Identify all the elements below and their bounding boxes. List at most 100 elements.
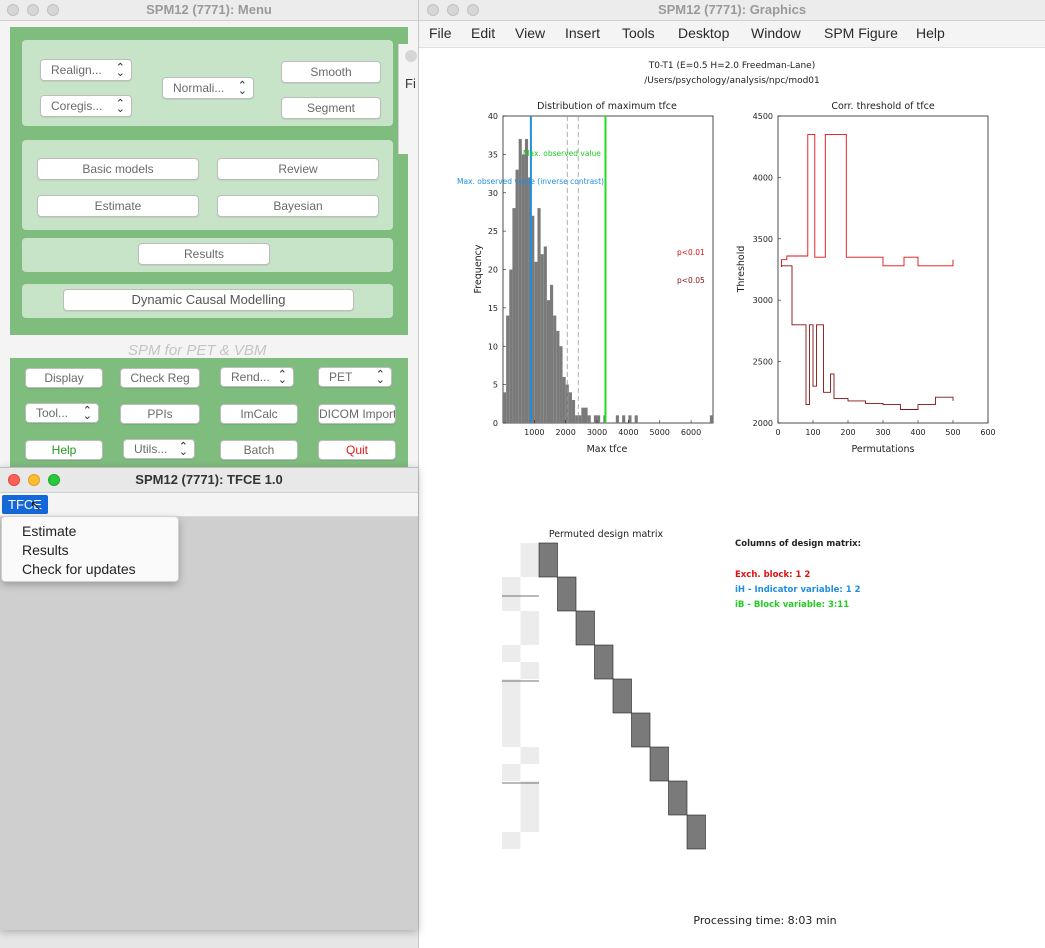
design-cell bbox=[502, 611, 521, 628]
coregister-select[interactable]: Coregis... bbox=[40, 95, 132, 117]
design-cell bbox=[502, 781, 521, 798]
normalise-select[interactable]: Normali... bbox=[162, 77, 254, 99]
histogram-bar bbox=[553, 315, 557, 423]
design-block-cell bbox=[575, 610, 595, 646]
zoom-icon[interactable] bbox=[47, 4, 59, 16]
realign-select[interactable]: Realign... bbox=[40, 59, 132, 81]
threshold-xtick-label: 400 bbox=[910, 428, 925, 437]
columns-exch-block: Exch. block: 1 2 bbox=[735, 570, 810, 580]
histogram-xtick-label: 6000 bbox=[681, 428, 701, 437]
design-cell bbox=[520, 764, 539, 781]
menu-file[interactable]: File bbox=[429, 25, 452, 41]
close-icon[interactable] bbox=[405, 50, 417, 62]
menu-edit[interactable]: Edit bbox=[471, 25, 496, 41]
bayesian-button[interactable]: Bayesian bbox=[217, 195, 379, 217]
minimize-icon[interactable] bbox=[27, 4, 39, 16]
threshold-xlabel: Permutations bbox=[852, 444, 915, 455]
design-cell bbox=[520, 713, 539, 730]
dropdown-item-estimate[interactable]: Estimate bbox=[22, 523, 77, 539]
tfce-window-titlebar: SPM12 (7771): TFCE 1.0 bbox=[0, 468, 418, 493]
annotation-max-observed-inverse: Max. observed value (inverse contrast) bbox=[457, 177, 604, 186]
histogram-bar bbox=[515, 169, 519, 423]
design-cell bbox=[520, 611, 539, 628]
file-menu-fragment[interactable]: Fi bbox=[405, 76, 416, 91]
threshold-xtick-label: 0 bbox=[775, 428, 780, 437]
help-button[interactable]: Help bbox=[25, 440, 103, 460]
zoom-icon[interactable] bbox=[467, 4, 479, 16]
design-cell bbox=[520, 798, 539, 815]
cursor-icon: ↖ bbox=[30, 497, 42, 513]
design-cell bbox=[502, 815, 521, 832]
menu-tools[interactable]: Tools bbox=[622, 25, 655, 41]
histogram-bar bbox=[597, 415, 601, 423]
close-icon[interactable] bbox=[8, 474, 20, 486]
tfce-window-title: SPM12 (7771): TFCE 1.0 bbox=[135, 472, 283, 487]
dcm-button[interactable]: Dynamic Causal Modelling bbox=[63, 289, 354, 311]
design-cell bbox=[520, 832, 539, 849]
histogram-xtick-label: 1000 bbox=[524, 428, 544, 437]
close-icon[interactable] bbox=[427, 4, 439, 16]
columns-ih: iH - Indicator variable: 1 2 bbox=[735, 585, 861, 595]
threshold-ytick-label: 4000 bbox=[753, 173, 773, 182]
zoom-icon[interactable] bbox=[48, 474, 60, 486]
check-reg-button[interactable]: Check Reg bbox=[120, 368, 200, 388]
estimate-button[interactable]: Estimate bbox=[37, 195, 199, 217]
threshold-series-line bbox=[781, 133, 954, 267]
design-cell bbox=[520, 679, 539, 696]
threshold-ytick-label: 2000 bbox=[753, 419, 773, 428]
dropdown-item-results[interactable]: Results bbox=[22, 542, 69, 558]
menu-help[interactable]: Help bbox=[916, 25, 945, 41]
menu-insert[interactable]: Insert bbox=[565, 25, 601, 41]
quit-button[interactable]: Quit bbox=[318, 440, 396, 460]
basic-models-button[interactable]: Basic models bbox=[37, 158, 199, 180]
display-button[interactable]: Display bbox=[25, 368, 103, 388]
histogram-bar bbox=[565, 384, 569, 423]
histogram-bar bbox=[615, 415, 619, 423]
toolbox-select[interactable]: Tool... bbox=[25, 403, 99, 423]
histogram-bar bbox=[521, 154, 525, 423]
batch-button[interactable]: Batch bbox=[220, 440, 298, 460]
tfce-menu[interactable]: TFCE bbox=[2, 495, 48, 514]
minimize-icon[interactable] bbox=[28, 474, 40, 486]
histogram-bar bbox=[581, 407, 585, 423]
ppis-button[interactable]: PPIs bbox=[120, 404, 200, 424]
graphics-header-path: /Users/psychology/analysis/npc/mod01 bbox=[644, 76, 820, 86]
design-cell bbox=[502, 679, 521, 696]
menu-spm-figure[interactable]: SPM Figure bbox=[824, 25, 898, 41]
render-select[interactable]: Rend... bbox=[220, 367, 294, 387]
histogram-bar bbox=[524, 139, 529, 423]
threshold-ytick-label: 3500 bbox=[753, 235, 773, 244]
processing-time: Processing time: 8:03 min bbox=[693, 914, 836, 927]
results-button[interactable]: Results bbox=[138, 243, 270, 265]
dropdown-item-check-updates[interactable]: Check for updates bbox=[22, 561, 136, 577]
design-block-cell bbox=[594, 644, 614, 680]
graphics-header-title: T0-T1 (E=0.5 H=2.0 Freedman-Lane) bbox=[648, 61, 815, 71]
threshold-ytick-label: 3000 bbox=[753, 296, 773, 305]
menu-window[interactable]: Window bbox=[751, 25, 801, 41]
threshold-series-line bbox=[781, 265, 954, 410]
design-cell bbox=[520, 662, 539, 679]
modality-select[interactable]: PET bbox=[318, 367, 392, 387]
histogram-ytick-label: 5 bbox=[493, 381, 498, 390]
graphics-window-title: SPM12 (7771): Graphics bbox=[657, 2, 807, 17]
segment-button[interactable]: Segment bbox=[281, 97, 381, 119]
threshold-xtick-label: 200 bbox=[840, 428, 855, 437]
menu-desktop[interactable]: Desktop bbox=[678, 25, 730, 41]
histogram-bar bbox=[531, 215, 535, 423]
close-icon[interactable] bbox=[7, 4, 19, 16]
minimize-icon[interactable] bbox=[447, 4, 459, 16]
histogram-bar bbox=[543, 246, 547, 423]
design-cell bbox=[502, 747, 521, 764]
histogram-bar bbox=[550, 284, 554, 423]
utils-select[interactable]: Utils... bbox=[123, 439, 195, 459]
review-button[interactable]: Review bbox=[217, 158, 379, 180]
histogram-bar bbox=[528, 177, 532, 423]
menu-view[interactable]: View bbox=[515, 25, 546, 41]
design-matrix: Permuted design matrix bbox=[502, 529, 706, 850]
imcalc-button[interactable]: ImCalc bbox=[220, 404, 298, 424]
menu-window-titlebar: SPM12 (7771): Menu bbox=[0, 0, 418, 21]
smooth-button[interactable]: Smooth bbox=[281, 61, 381, 83]
design-cell bbox=[502, 764, 521, 781]
dicom-import-button[interactable]: DICOM Import bbox=[318, 404, 396, 424]
histogram-bar bbox=[509, 269, 513, 423]
